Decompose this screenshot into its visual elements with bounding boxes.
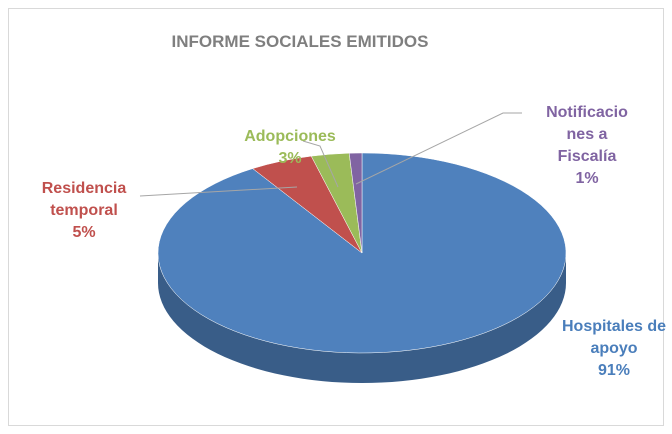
pie bbox=[157, 152, 567, 383]
leader-line bbox=[139, 186, 298, 197]
pie-slice bbox=[348, 152, 363, 254]
value-label: 5% bbox=[72, 224, 96, 241]
data-label: Adopciones 3% bbox=[230, 126, 350, 170]
value-label: 3% bbox=[278, 150, 302, 167]
pie-side bbox=[158, 253, 566, 383]
category-label: Residencia temporal bbox=[41, 180, 127, 219]
data-label: Hospitales de apoyo 91% bbox=[560, 316, 668, 382]
chart-title: INFORME SOCIALES EMITIDOS bbox=[171, 32, 429, 51]
category-label: Hospitales de apoyo bbox=[561, 318, 667, 357]
value-label: 1% bbox=[575, 170, 599, 187]
value-label: 91% bbox=[597, 362, 631, 379]
category-label: Adopciones bbox=[244, 128, 336, 145]
leader-line bbox=[355, 112, 522, 185]
leader-line bbox=[302, 140, 339, 188]
data-label: Residencia temporal 5% bbox=[28, 178, 140, 244]
data-label: Notificaciones a Fiscalía 1% bbox=[543, 102, 631, 190]
category-label: Notificaciones a Fiscalía bbox=[546, 104, 628, 165]
